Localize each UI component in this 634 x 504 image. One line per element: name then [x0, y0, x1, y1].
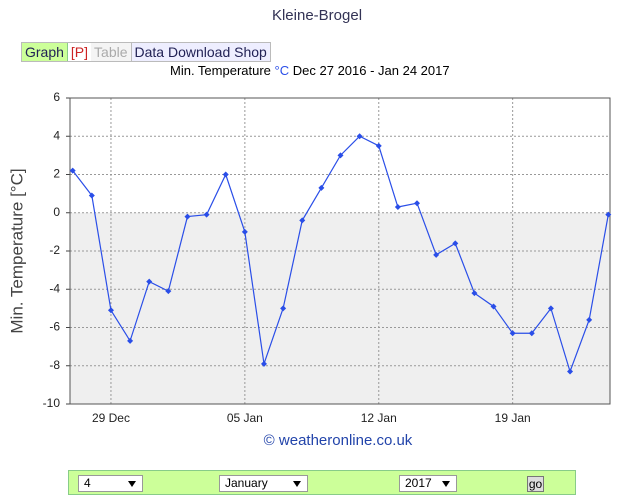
x-tick-label: 29 Dec [92, 411, 130, 425]
y-tick-label: 6 [53, 90, 60, 104]
day-value: 4 [84, 476, 91, 490]
data-point [471, 290, 478, 297]
y-axis-label: Min. Temperature [°C] [7, 168, 26, 333]
data-point [280, 305, 287, 312]
month-value: January [225, 476, 268, 490]
y-tick-label: 0 [53, 205, 60, 219]
tab[interactable]: Graph [22, 43, 68, 61]
x-tick-label: 19 Jan [495, 411, 531, 425]
y-tick-label: 4 [53, 128, 60, 142]
y-tick-label: -2 [49, 243, 60, 257]
data-point [337, 152, 344, 159]
plot-frame [69, 97, 611, 405]
tab[interactable]: Table [91, 43, 131, 61]
year-select[interactable]: 2017 [399, 475, 457, 492]
chart-subtitle: Min. Temperature °C Dec 27 2016 - Jan 24… [170, 63, 450, 78]
page-title: Kleine-Brogel [271, 7, 363, 24]
subtitle-range: Dec 27 2016 - Jan 24 2017 [293, 63, 450, 78]
data-point [222, 171, 229, 178]
subtitle-unit: °C [275, 63, 290, 78]
data-point [127, 337, 134, 344]
year-value: 2017 [405, 476, 432, 490]
data-point [452, 240, 459, 247]
data-point [356, 133, 363, 140]
credit: © weatheronline.co.uk [264, 432, 413, 449]
data-point [299, 217, 306, 224]
y-tick-label: -6 [49, 320, 60, 334]
data-point [433, 251, 440, 258]
data-point [528, 330, 535, 337]
data-point [69, 167, 76, 174]
chart: Min. Temperature °C Dec 27 2016 - Jan 24… [7, 63, 612, 449]
data-point [394, 204, 401, 211]
tabs: Graph [P] Table Data Download Shop [21, 42, 271, 62]
data-point [490, 303, 497, 310]
data-point [414, 200, 421, 207]
month-select[interactable]: January [219, 475, 308, 492]
data-point [375, 142, 382, 149]
y-tick-label: 2 [53, 167, 60, 181]
x-tick-label: 05 Jan [227, 411, 263, 425]
subtitle-text: Min. Temperature [170, 63, 271, 78]
y-tick-label: -10 [43, 396, 61, 410]
data-point [586, 316, 593, 323]
data-point [260, 360, 267, 367]
tab[interactable]: Data Download Shop [130, 43, 270, 61]
y-tick-label: -8 [49, 358, 60, 372]
data-point [146, 278, 153, 285]
data-point [88, 192, 95, 199]
data-point [509, 330, 516, 337]
go-button[interactable]: go [527, 476, 544, 492]
date-form: 4 January 2017 go [68, 470, 576, 495]
tab[interactable]: [P] [70, 44, 89, 60]
data-point [107, 307, 114, 314]
data-point [547, 305, 554, 312]
below-zero-shade [70, 212, 610, 404]
y-tick-label: -4 [49, 281, 60, 295]
x-tick-label: 12 Jan [361, 411, 397, 425]
day-select[interactable]: 4 [78, 475, 143, 492]
data-point [567, 368, 574, 375]
data-point [203, 211, 210, 218]
data-point [605, 211, 612, 218]
data-point [241, 228, 248, 235]
data-point [318, 184, 325, 191]
data-point [165, 288, 172, 295]
data-point [184, 213, 191, 220]
